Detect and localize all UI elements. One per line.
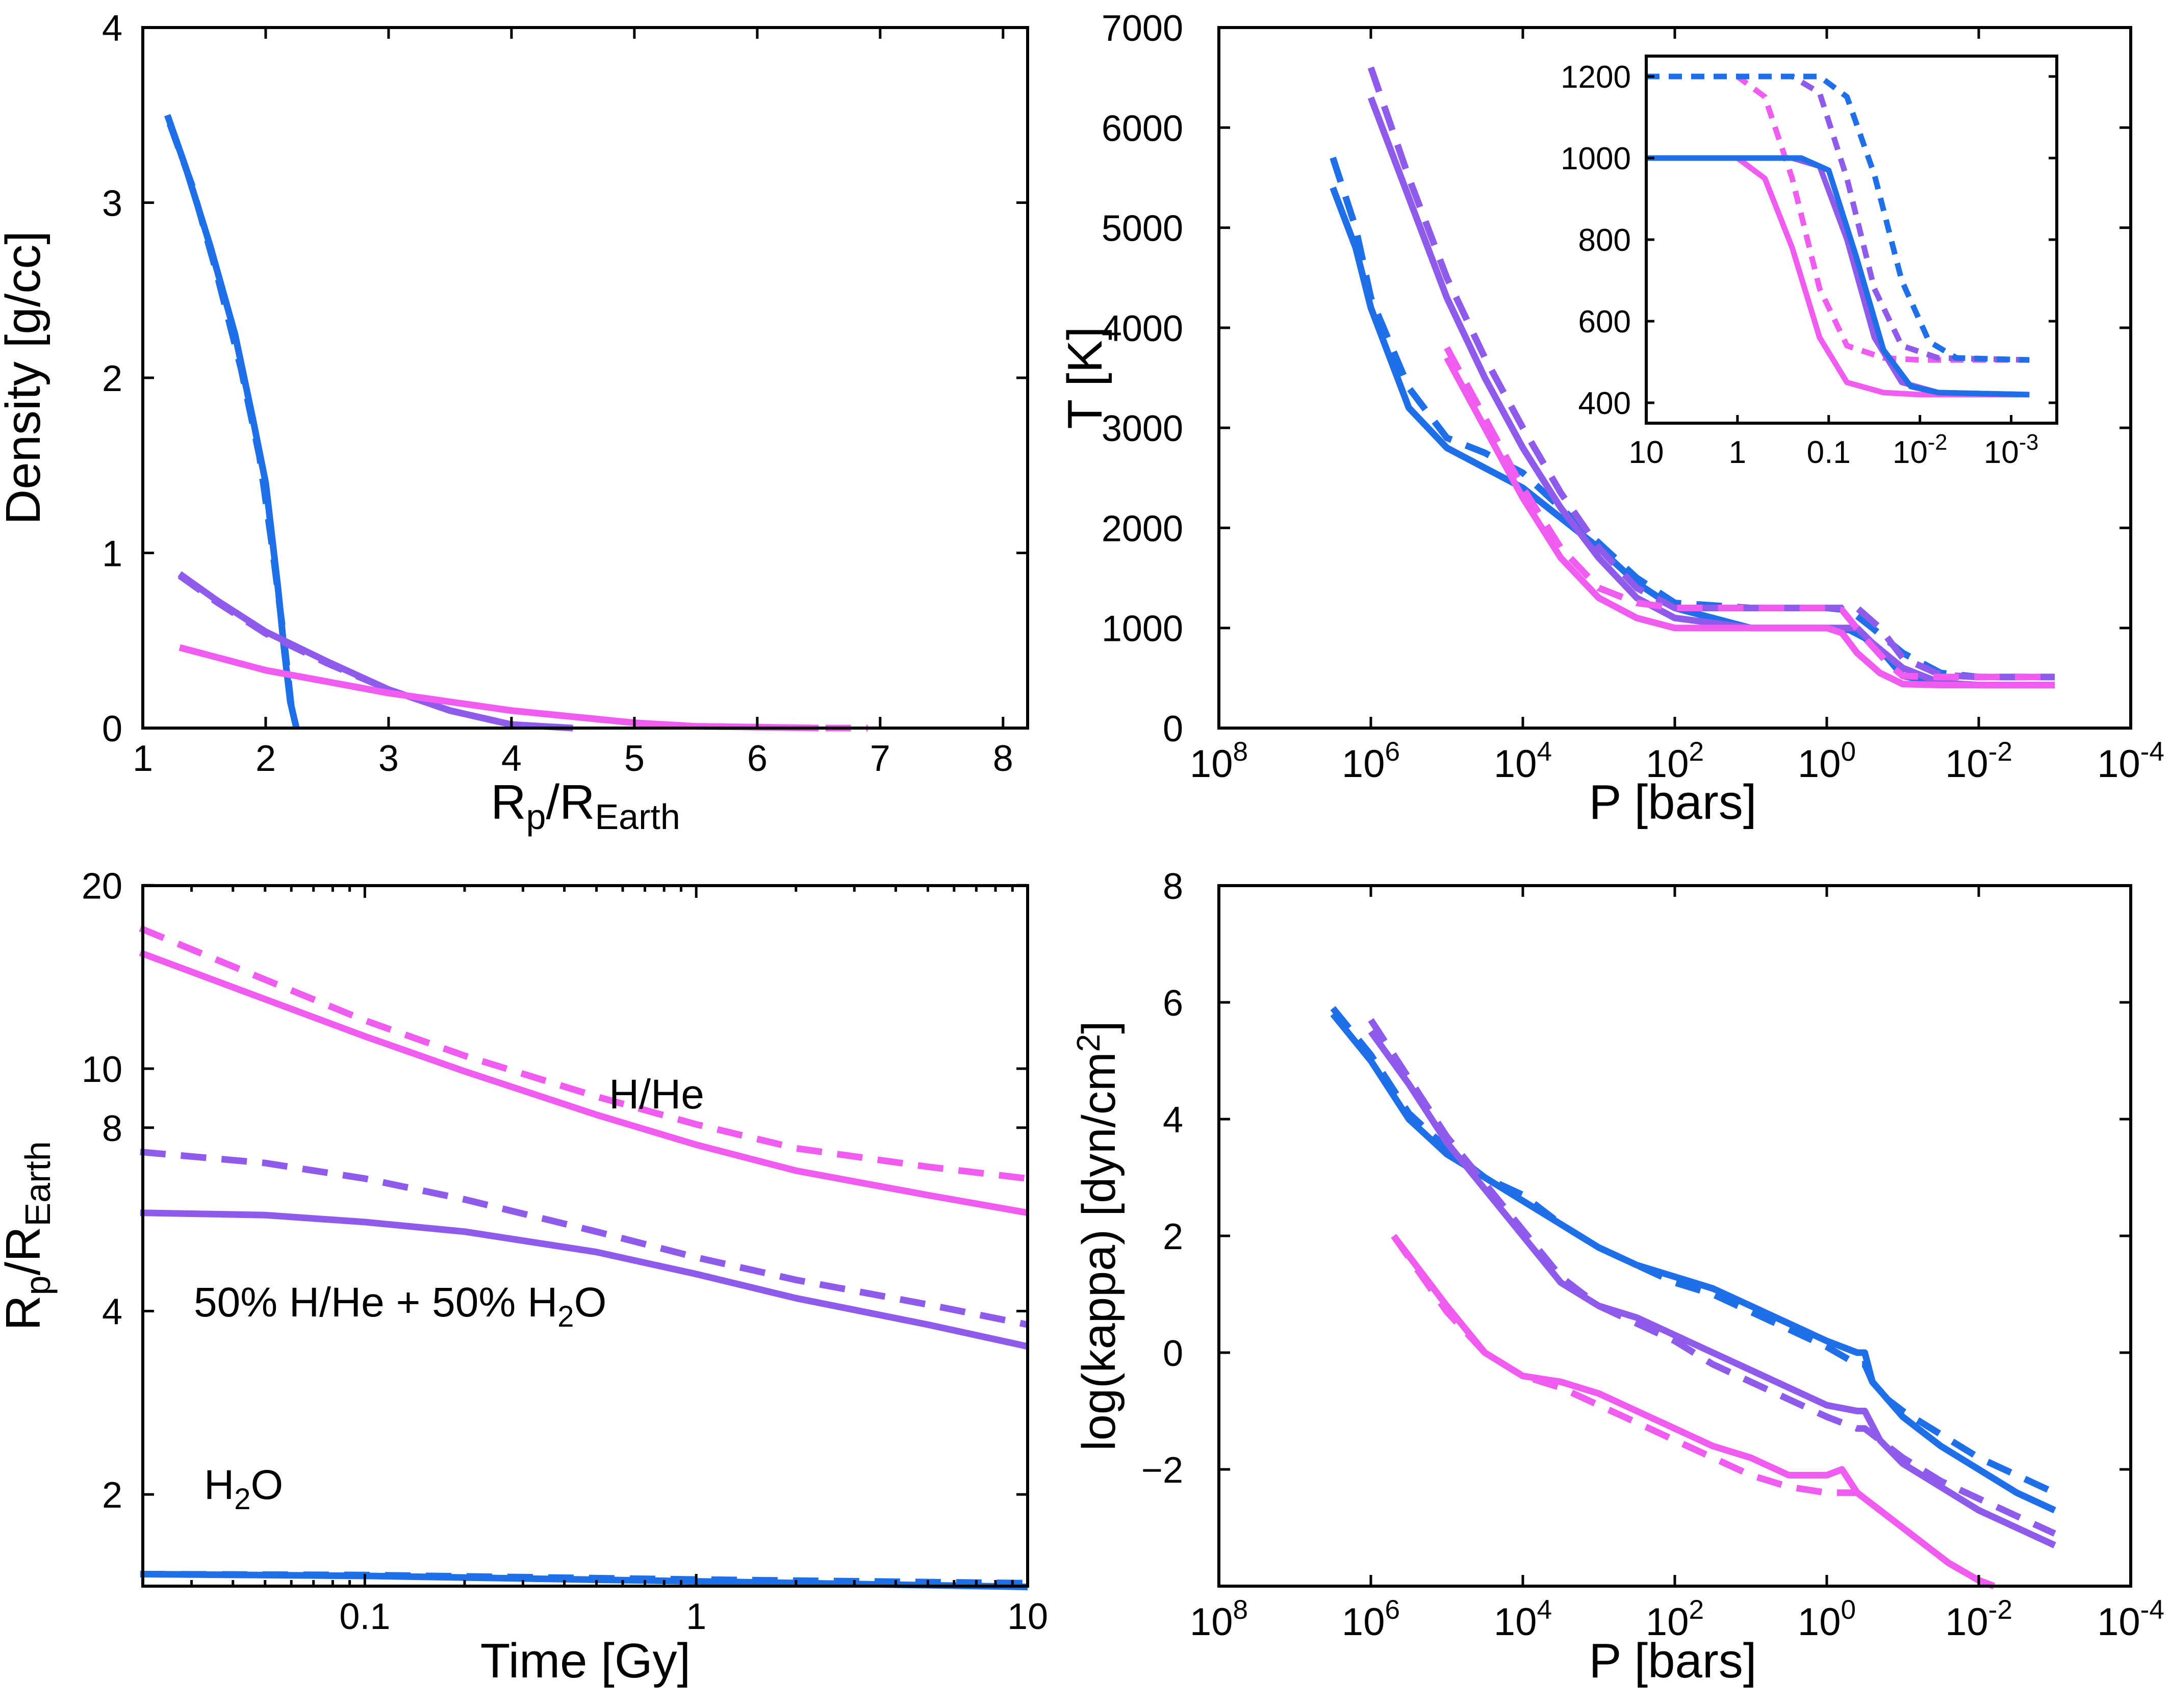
density-x-tick-label: 3 <box>378 738 399 779</box>
density-x-tick-label: 4 <box>501 738 522 779</box>
temperature-y-tick-label: 5000 <box>1102 209 1183 249</box>
kappa-x-tick-label: 10-2 <box>1945 1595 2012 1644</box>
radius-panel: 0.1 1 10 2 4 8 10 20 Rp/REarth Time [Gy] H/He 5… <box>0 866 1048 1688</box>
density-y-tick-label: 3 <box>102 184 122 224</box>
temperature-y-tick-label: 7000 <box>1102 8 1183 49</box>
kappa-y-tick-label: 6 <box>1163 983 1183 1024</box>
radius-y-axis-label: Rp/REarth <box>0 1141 58 1331</box>
density-water-dashed-line <box>166 122 296 720</box>
temperature-y-tick-label: 2000 <box>1102 508 1183 549</box>
kappa-x-tick-label: 104 <box>1494 1595 1552 1644</box>
kappa-y-tick-label: −2 <box>1141 1450 1183 1491</box>
inset-x-tick-label: 0.1 <box>1807 435 1851 470</box>
temperature-mix-dashed-line <box>1367 66 2055 681</box>
kappa-y-tick-label: 8 <box>1163 866 1183 907</box>
temperature-x-tick-label: 104 <box>1494 737 1552 786</box>
radius-y-tick-label: 10 <box>82 1049 122 1090</box>
radius-water-dashed-line <box>140 1570 1028 1587</box>
temperature-y-tick-label: 3000 <box>1102 408 1183 449</box>
temperature-y-tick-label: 0 <box>1163 709 1183 749</box>
kappa-x-tick-label: 10-4 <box>2097 1595 2164 1644</box>
water-annotation: H2O <box>204 1462 283 1516</box>
radius-x-axis-label: Time [Gy] <box>480 1634 691 1688</box>
density-x-tick-label: 6 <box>747 738 768 779</box>
kappa-mix-solid-line <box>1368 1029 2056 1548</box>
radius-plot-frame <box>141 884 1029 1588</box>
temperature-hhe-solid-line <box>1444 356 2055 689</box>
temperature-panel: 108 106 104 102 100 10-2 10-401000200030004000… <box>1058 8 2164 830</box>
radius-mix-dashed-line <box>140 1148 1029 1328</box>
inset-x-tick-label: 10-2 <box>1893 430 1948 470</box>
kappa-hhe-dashed-line <box>1391 1234 1996 1590</box>
inset-x-tick-label: 1 <box>1729 435 1746 470</box>
radius-x-tick-label: 0.1 <box>339 1596 390 1637</box>
inset-y-tick-label: 1200 <box>1561 60 1631 95</box>
temperature-x-axis-label: P [bars] <box>1589 775 1756 830</box>
kappa-x-tick-label: 100 <box>1798 1595 1856 1644</box>
temperature-x-tick-label: 106 <box>1342 737 1400 786</box>
radius-y-tick-label: 8 <box>102 1108 122 1149</box>
inset-water-solid-line <box>1646 155 2030 398</box>
inset-y-tick-label: 400 <box>1578 386 1631 421</box>
density-x-tick-label: 8 <box>993 738 1013 779</box>
density-mix-dashed-line <box>177 573 573 732</box>
kappa-mix-dashed-line <box>1368 1018 2056 1537</box>
temperature-mix-solid-line <box>1367 96 2055 689</box>
temperature-y-tick-label: 6000 <box>1102 108 1183 149</box>
radius-y-tick-label: 4 <box>102 1291 122 1332</box>
radius-y-tick-label: 2 <box>102 1475 122 1516</box>
kappa-y-tick-label: 2 <box>1163 1217 1183 1257</box>
density-y-tick-label: 1 <box>102 534 122 575</box>
radius-x-tick-label: 10 <box>1007 1596 1048 1637</box>
temperature-y-axis-label: T [K] <box>1058 327 1112 429</box>
mix-annotation: 50% H/He + 50% H2O <box>194 1279 606 1333</box>
kappa-y-tick-label: 0 <box>1163 1333 1183 1374</box>
density-y-axis-label: Density [g/cc] <box>0 231 50 525</box>
density-x-tick-label: 5 <box>624 738 645 779</box>
temperature-inset: 10 1 0.1 10-2 10-3 400 600 800 1000 1200 <box>1561 55 2058 470</box>
kappa-panel: 108 106 104 102 100 10-2 10-4 −2 0 2 4 6 8 log(kappa… <box>1070 866 2164 1688</box>
kappa-y-axis-label: log(kappa) [dyn/cm2] <box>1070 1021 1125 1451</box>
kappa-x-tick-label: 108 <box>1190 1595 1248 1644</box>
radius-hhe-solid-line <box>139 949 1029 1217</box>
temperature-y-tick-label: 4000 <box>1102 308 1183 349</box>
density-x-tick-label: 7 <box>870 738 890 779</box>
inset-x-tick-label: 10-3 <box>1984 430 2039 470</box>
kappa-x-tick-label: 102 <box>1646 1595 1704 1644</box>
density-x-tick-label: 1 <box>133 738 153 779</box>
kappa-x-tick-label: 106 <box>1342 1595 1400 1644</box>
inset-hhe-dashed-line <box>1646 73 2030 363</box>
density-y-tick-label: 0 <box>102 709 122 749</box>
radius-y-tick-label: 20 <box>82 866 122 907</box>
density-y-tick-label: 4 <box>102 8 122 49</box>
inset-y-tick-label: 600 <box>1578 304 1631 340</box>
hhe-annotation: H/He <box>609 1071 704 1118</box>
temperature-x-tick-label: 102 <box>1646 737 1704 786</box>
radius-mix-solid-line <box>140 1209 1029 1350</box>
temperature-y-tick-label: 1000 <box>1102 609 1183 650</box>
kappa-y-tick-label: 4 <box>1163 1100 1183 1141</box>
inset-mix-dashed-line <box>1646 73 2030 363</box>
temperature-x-tick-label: 108 <box>1190 737 1248 786</box>
density-x-tick-label: 2 <box>256 738 276 779</box>
inset-water-dashed-line <box>1646 73 2030 363</box>
density-y-tick-label: 2 <box>102 358 122 399</box>
temperature-x-tick-label: 100 <box>1798 737 1856 786</box>
kappa-x-axis-label: P [bars] <box>1589 1634 1756 1688</box>
temperature-x-tick-label: 10-2 <box>1945 737 2012 786</box>
density-x-axis-label: Rp/REarth <box>491 775 680 837</box>
radius-x-tick-label: 1 <box>686 1596 706 1637</box>
temperature-x-tick-label: 10-4 <box>2097 737 2164 786</box>
inset-hhe-solid-line <box>1646 155 2030 398</box>
inset-y-tick-label: 800 <box>1578 223 1631 258</box>
radius-hhe-dashed-line <box>139 925 1028 1182</box>
inset-y-tick-label: 1000 <box>1561 141 1631 176</box>
inset-x-tick-label: 10 <box>1629 435 1664 470</box>
